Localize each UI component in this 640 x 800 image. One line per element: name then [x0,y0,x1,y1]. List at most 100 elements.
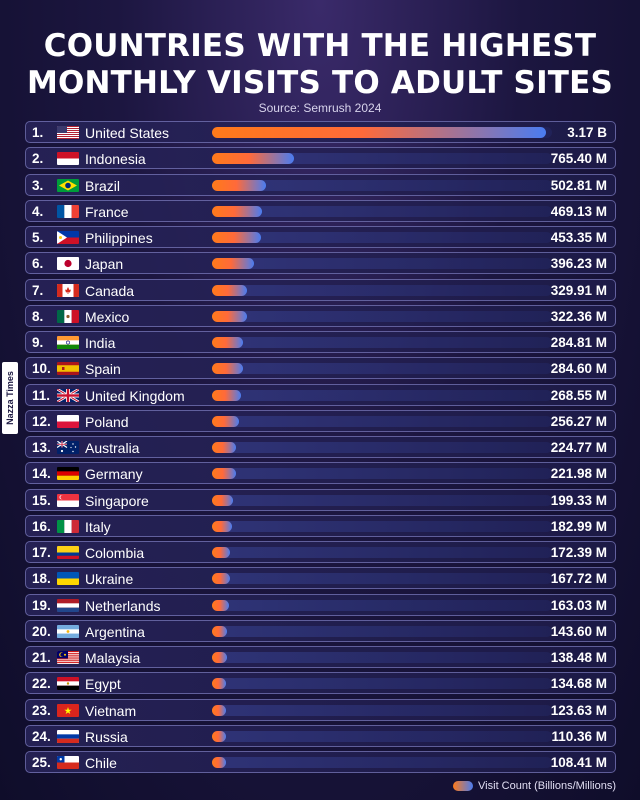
country-label: Italy [85,518,111,535]
ua-flag-icon [57,572,79,586]
bar-track [212,573,552,585]
co-flag-icon [57,546,79,559]
chart-row: 20. Argentina 143.60 M [25,619,616,642]
bar-track [212,652,552,663]
chart-row: 14. Germany 221.98 M [25,462,616,485]
rank-label: 16. [32,518,51,534]
value-label: 110.36 M [551,728,607,744]
chart-row: 4. France 469.13 M [25,199,616,222]
chart-title-line-2: MONTHLY VISITS TO ADULT SITES [26,65,614,101]
bar [212,337,243,348]
rank-label: 2. [32,151,44,167]
bar [212,232,261,243]
rank-label: 6. [32,256,44,272]
rank-label: 13. [32,440,51,455]
country-label: Chile [85,755,117,771]
value-label: 172.39 M [550,545,607,560]
country-label: Russia [85,728,128,745]
bar-track [212,520,552,532]
value-label: 284.81 M [550,335,607,350]
rank-label: 12. [32,413,51,429]
value-label: 765.40 M [550,151,607,167]
chart-row: 3. Brazil 502.81 M [25,173,616,196]
chart-row: 1. United States 3.17 B [25,121,616,143]
bar-track [212,599,552,611]
chart-row: 10. Spain 284.60 M [25,357,616,380]
bar [212,389,241,401]
value-label: 143.60 M [550,623,607,639]
value-label: 3.17 B [567,125,607,140]
value-label: 221.98 M [550,466,607,482]
rank-label: 4. [32,203,44,219]
rank-label: 17. [32,545,51,560]
rank-label: 25. [32,755,51,770]
bar [212,494,234,506]
chart-row: 17. Colombia 172.39 M [25,541,616,563]
chart-row: 15. Singapore 199.33 M [25,488,616,511]
bar-track [212,494,552,506]
country-label: Ukraine [85,571,134,588]
it-flag-icon [57,519,79,533]
chart-title-line-1: COUNTRIES WITH THE HIGHEST [43,28,597,64]
country-label: France [85,203,129,220]
chart-row: 5. Philippines 453.35 M [25,226,616,248]
country-label: Brazil [85,177,121,194]
bar-track [212,730,552,742]
country-label: Indonesia [85,151,146,168]
bar-track [212,232,552,243]
value-label: 134.68 M [550,676,607,692]
bar [212,284,248,296]
chart-row: 24. Russia 110.36 M [25,724,616,747]
country-label: Singapore [85,492,149,509]
value-label: 123.63 M [550,702,607,718]
rank-label: 15. [32,492,51,508]
br-flag-icon [57,178,79,192]
bar-track [212,127,552,138]
watermark-tag: Nazza Times [2,362,18,434]
bar [212,415,240,427]
pl-flag-icon [57,414,79,428]
bar [212,127,546,138]
chart-row: 2. Indonesia 765.40 M [25,147,616,170]
bar [212,468,236,480]
value-label: 256.27 M [550,413,607,429]
bar-track [212,757,552,768]
value-label: 182.99 M [550,518,607,534]
gb-flag-icon [57,388,79,402]
ru-flag-icon [57,729,79,743]
value-label: 502.81 M [550,177,607,193]
mx-flag-icon [57,309,79,323]
eg-flag-icon [57,677,79,691]
rank-label: 5. [32,230,44,245]
chart-row: 12. Poland 256.27 M [25,409,616,432]
value-label: 284.60 M [550,361,607,377]
bar-track [212,468,552,480]
bar [212,599,230,611]
country-label: Philippines [85,230,153,246]
chart-row: 18. Ukraine 167.72 M [25,567,616,590]
vn-flag-icon [57,703,79,717]
value-label: 163.03 M [550,597,607,613]
value-label: 108.41 M [550,755,607,770]
country-label: Poland [85,413,129,430]
value-label: 322.36 M [550,308,607,324]
my-flag-icon [57,651,79,664]
bar [212,179,266,191]
bar-track [212,337,552,348]
bar [212,704,226,716]
bar-track [212,415,552,427]
bar-track [212,625,552,637]
bar [212,730,226,742]
chart-row: 22. Egypt 134.68 M [25,672,616,695]
chart-row: 23. Vietnam 123.63 M [25,698,616,721]
country-label: Colombia [85,545,145,561]
chart-row: 16. Italy 182.99 M [25,514,616,537]
chart-row: 19. Netherlands 163.03 M [25,593,616,616]
bar-track [212,179,552,191]
bar-track [212,258,552,270]
chart-row: 25. Chile 108.41 M [25,751,616,773]
country-label: Canada [85,282,135,299]
bar-track [212,284,552,296]
bar-track [212,704,552,716]
chart-row: 13. Australia 224.77 M [25,436,616,458]
